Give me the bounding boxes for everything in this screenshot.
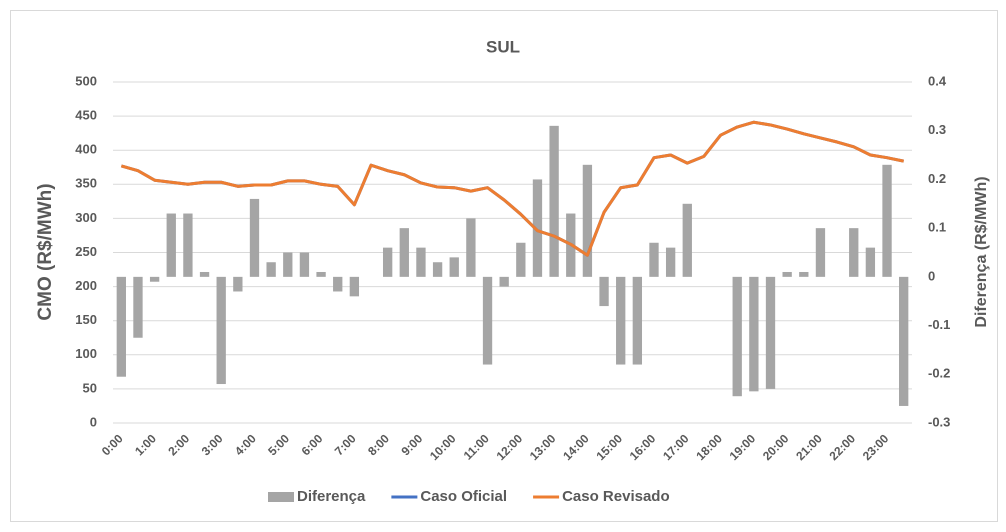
- legend-label: Caso Oficial: [420, 488, 507, 505]
- legend-label: Diferença: [297, 488, 366, 505]
- legend-swatch: [268, 492, 294, 502]
- bar: [849, 228, 859, 277]
- y2-tick-label: -0.1: [928, 317, 950, 332]
- bar: [582, 164, 593, 277]
- y-tick-label: 350: [75, 176, 97, 191]
- bar: [449, 257, 459, 277]
- bar: [516, 242, 526, 277]
- y-tick-label: 100: [75, 346, 97, 361]
- bar: [749, 276, 759, 392]
- bar: [682, 203, 692, 277]
- bar: [815, 228, 826, 277]
- y-tick-label: 0: [90, 414, 97, 429]
- bar: [782, 271, 792, 277]
- bar: [732, 276, 742, 397]
- legend-label: Caso Revisado: [562, 488, 670, 505]
- bar: [166, 213, 176, 277]
- y-tick-label: 200: [75, 278, 97, 293]
- bar: [499, 276, 509, 287]
- bar: [882, 164, 892, 277]
- y-tick-label: 250: [75, 244, 97, 259]
- chart-title: SUL: [486, 37, 520, 56]
- bar: [399, 228, 409, 277]
- y2-tick-label: -0.2: [928, 366, 950, 381]
- bar: [765, 276, 776, 389]
- bar: [283, 252, 293, 277]
- bar: [233, 276, 243, 292]
- y-tick-label: 150: [75, 312, 97, 327]
- line: [120, 120, 904, 257]
- bar: [349, 276, 360, 297]
- bar: [432, 262, 443, 277]
- y-axis-title: CMO (R$/MWh): [35, 183, 56, 320]
- y-tick-label: 400: [75, 142, 97, 157]
- y-tick-label: 300: [75, 210, 97, 225]
- bar: [333, 276, 343, 292]
- y2-tick-label: 0.2: [928, 171, 946, 186]
- bar: [199, 271, 210, 277]
- bar: [899, 276, 909, 406]
- bar: [665, 247, 676, 277]
- bar: [116, 276, 126, 377]
- y2-tick-label: 0.1: [928, 220, 946, 235]
- bar: [599, 276, 609, 307]
- bar: [149, 276, 160, 282]
- bar: [466, 218, 476, 277]
- y2-tick-label: 0: [928, 268, 935, 283]
- bar: [616, 276, 626, 365]
- bar: [532, 179, 543, 277]
- y-tick-label: 450: [75, 108, 97, 123]
- y-tick-label: 50: [83, 380, 97, 395]
- bar: [649, 242, 659, 277]
- bar: [416, 247, 426, 277]
- bar: [216, 276, 226, 385]
- bar: [632, 276, 643, 365]
- bar: [299, 252, 310, 277]
- y2-tick-label: -0.3: [928, 414, 950, 429]
- y2-tick-label: 0.3: [928, 122, 946, 137]
- bar: [865, 247, 876, 277]
- bar: [266, 262, 276, 277]
- bar: [549, 125, 559, 277]
- bar: [799, 271, 809, 277]
- y2-axis-title: Diferença (R$/MWh): [973, 176, 990, 327]
- bar: [382, 247, 393, 277]
- y-tick-label: 500: [75, 73, 97, 88]
- bar: [133, 276, 143, 338]
- bar: [482, 276, 493, 365]
- bar: [316, 271, 326, 277]
- bar: [249, 198, 260, 277]
- bar: [183, 213, 193, 277]
- y2-tick-label: 0.4: [928, 73, 947, 88]
